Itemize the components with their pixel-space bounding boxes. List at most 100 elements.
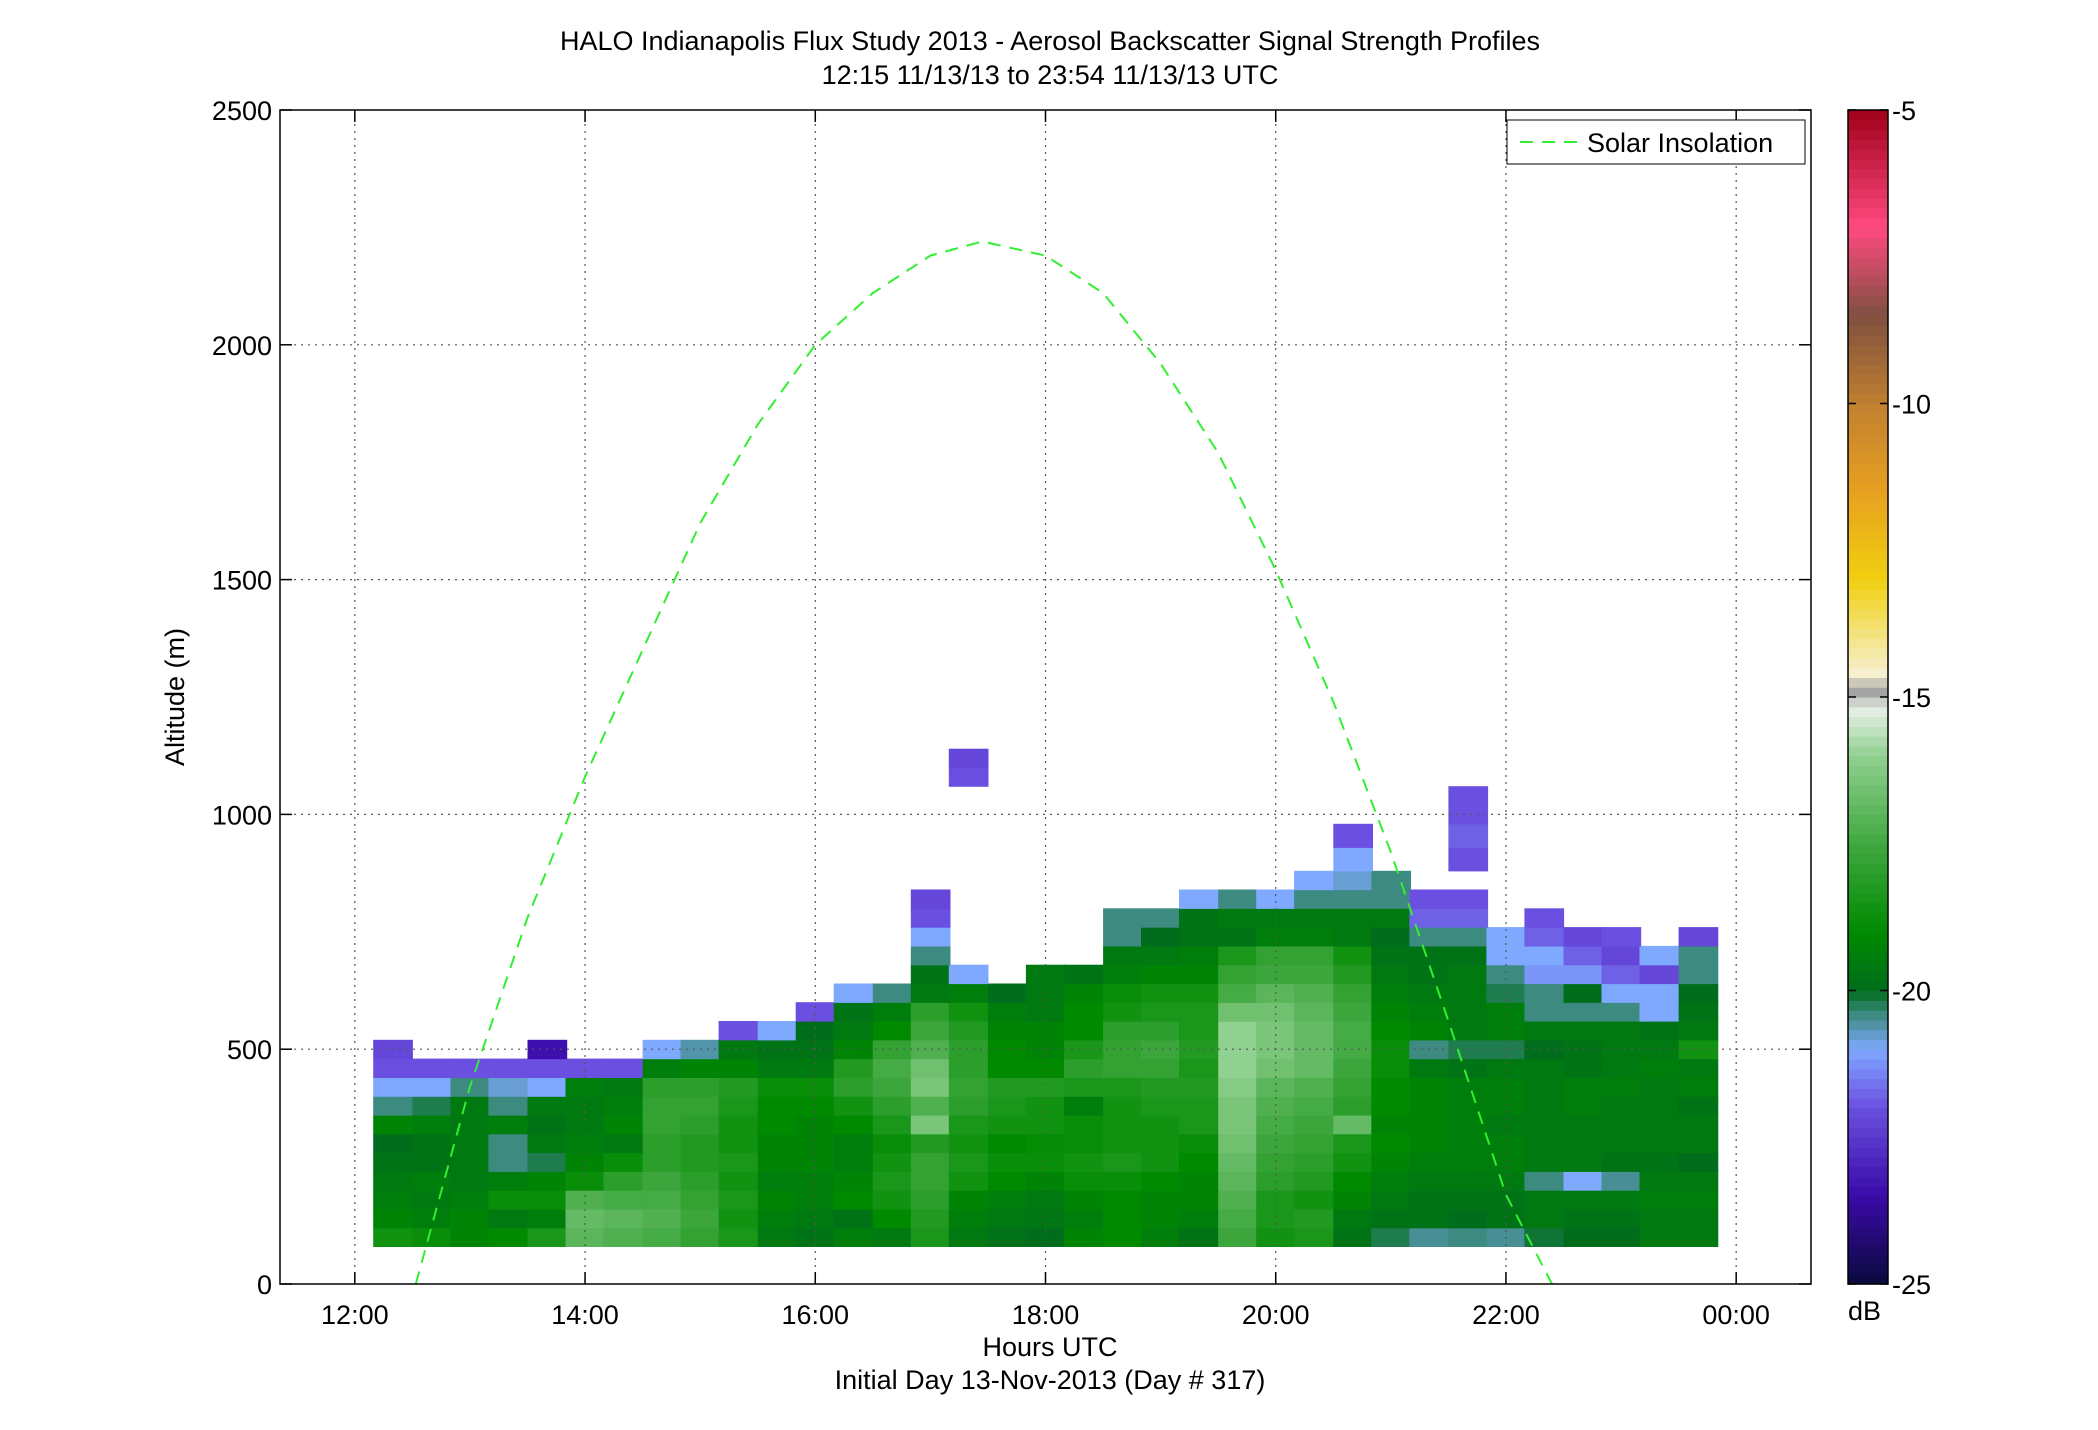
heatmap-cell [1409,1190,1449,1210]
heatmap-cell [987,1227,1028,1247]
heatmap-cell [1141,964,1181,985]
colorbar-band [1848,540,1888,551]
heatmap-cell [948,767,989,787]
heatmap-cell [1218,1021,1258,1041]
heatmap-cell [910,1039,951,1060]
heatmap-cell [1333,964,1373,985]
heatmap-cell [872,983,913,1003]
heatmap-cell [1218,889,1258,909]
heatmap-cell [1371,1190,1411,1210]
heatmap-cell [1639,1227,1680,1247]
colorbar-band [1848,432,1888,444]
heatmap-cell [488,1152,529,1172]
heatmap-cell [1063,983,1104,1003]
heatmap-cell [1371,1227,1411,1247]
heatmap-cell [1524,1114,1565,1135]
heatmap-cell [1141,1208,1181,1229]
heatmap-cell [1678,964,1719,985]
colorbar-band [1848,638,1888,649]
heatmap-cell [1409,964,1449,985]
heatmap-cell [527,1133,568,1154]
colorbar-band [1848,1078,1888,1089]
heatmap-cell [1179,1133,1219,1154]
colorbar-band [1848,785,1888,796]
heatmap-cell [1025,1190,1066,1210]
heatmap-cell [872,1171,913,1191]
heatmap-cell [1678,1021,1719,1041]
colorbar-band [1848,863,1888,874]
heatmap-cell [1486,1114,1527,1135]
heatmap-cell [1524,1021,1565,1041]
heatmap-cell [1601,927,1642,947]
colorbar-band [1848,520,1888,532]
heatmap-cell [987,1208,1028,1229]
heatmap-cell [1103,1002,1143,1022]
colorbar-tick-label: -15 [1892,683,1931,713]
heatmap-cell [1448,964,1489,985]
heatmap-cell [488,1114,529,1135]
heatmap-cell [718,1133,759,1154]
colorbar-band [1848,843,1888,855]
heatmap-cell [603,1227,644,1247]
heatmap-cell [910,945,951,966]
heatmap-cell [680,1190,721,1210]
heatmap-cell [1409,1208,1449,1229]
heatmap-cell [1563,1114,1604,1135]
heatmap-cell [1218,964,1258,985]
heatmap-cell [373,1077,413,1097]
heatmap-cell [1025,1133,1066,1154]
colorbar-band [1848,961,1888,972]
heatmap-cell [1448,889,1489,909]
heatmap-cell [1678,1171,1719,1191]
colorbar-band [1848,1195,1888,1207]
colorbar-band [1848,814,1888,825]
colorbar-band [1848,354,1888,365]
heatmap-cell [1371,927,1411,947]
heatmap-cell [527,1096,568,1116]
heatmap-cell [1601,1039,1642,1060]
heatmap-cell [1294,927,1334,947]
heatmap-cell [1448,927,1489,947]
heatmap-cell [1601,1171,1642,1191]
colorbar-band [1848,550,1888,561]
heatmap-cell [910,983,951,1003]
heatmap-cell [948,1190,989,1210]
heatmap-cell [488,1208,529,1229]
heatmap-cell [872,1190,913,1210]
heatmap-cell [1218,1152,1258,1172]
heatmap-cell [1524,1077,1565,1097]
heatmap-cell [948,1096,989,1116]
heatmap-cell [948,983,989,1003]
heatmap-cell [1179,945,1219,966]
colorbar-band [1848,315,1888,326]
heatmap-cell [680,1114,721,1135]
heatmap-cell [1218,1114,1258,1135]
colorbar-band [1848,912,1888,923]
heatmap-cell [872,1133,913,1154]
heatmap-cell [1371,945,1411,966]
x-tick-label: 00:00 [1702,1300,1770,1330]
heatmap-cell [910,1096,951,1116]
heatmap-cell [1448,1152,1489,1172]
heatmap-cell [1294,1039,1334,1060]
heatmap-cell [642,1152,683,1172]
heatmap-cell [948,1133,989,1154]
heatmap-cell [1294,1077,1334,1097]
heatmap-cell [603,1058,644,1078]
colorbar-band [1848,922,1888,933]
heatmap-cell [1409,1021,1449,1041]
colorbar-band [1848,579,1888,590]
colorbar-band [1848,1264,1888,1275]
heatmap-cell [987,1190,1028,1210]
heatmap-cell [1063,1021,1104,1041]
heatmap-cell [718,1077,759,1097]
heatmap-cell [1256,889,1296,909]
heatmap-cell [1563,1021,1604,1041]
heatmap-cell [1448,1002,1489,1022]
heatmap-cell [1563,1002,1604,1022]
heatmap-cell [1678,927,1719,947]
heatmap-cell [1639,1002,1680,1022]
heatmap-cell [910,1114,951,1135]
heatmap-cell [1678,1058,1719,1078]
